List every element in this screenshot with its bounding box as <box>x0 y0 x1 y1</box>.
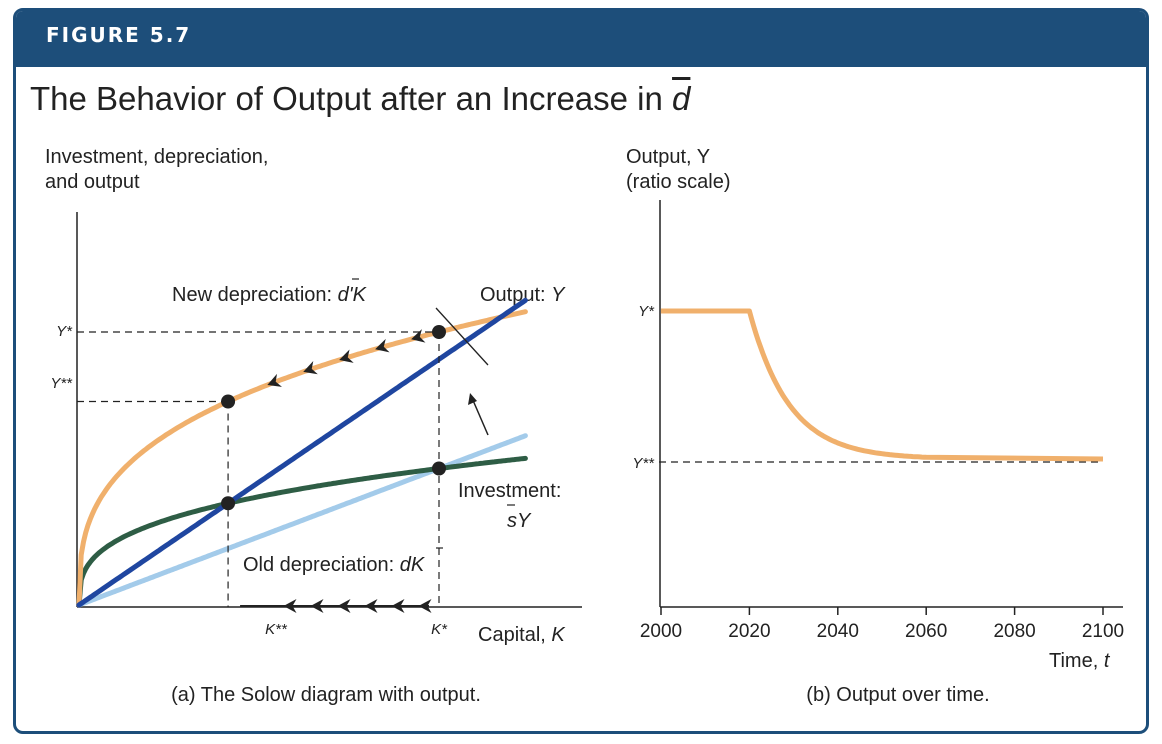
figure-banner: FIGURE 5.7 <box>16 11 1146 67</box>
panel-b-xtick-label: 2080 <box>993 621 1035 642</box>
panel-b-xlabel-symbol: t <box>1104 650 1111 672</box>
capital-path-arrow <box>391 599 405 613</box>
investment-curve <box>76 455 528 608</box>
capital-path-arrow <box>337 599 351 613</box>
panel-b-caption: (b) Output over time. <box>806 684 989 706</box>
panel-b-xtick-label: 2000 <box>640 621 682 642</box>
dot-old-output <box>432 325 446 339</box>
new-depreciation-label-symbol: d'K <box>338 284 368 306</box>
dot-old-steady-state <box>432 461 446 476</box>
dot-new-output <box>221 394 236 409</box>
panel-b-ytick-ystar: Y* <box>638 303 655 320</box>
new-depreciation-label: New depreciation: d'K <box>172 284 368 306</box>
old-depreciation-label: Old depreciation: dK <box>243 554 426 576</box>
output-path-arrow <box>411 329 426 343</box>
new-depreciation-line <box>76 297 528 608</box>
output-series-label-symbol: Y <box>551 284 566 306</box>
figure-title: The Behavior of Output after an Increase… <box>30 80 690 118</box>
panel-b-xtick-label: 2020 <box>728 621 770 642</box>
panel-b-xlabel: Time, t <box>1049 650 1111 672</box>
old-depreciation-label-text: Old depreciation: <box>243 554 400 576</box>
panel-b-ytick-ystarstar: Y** <box>632 455 655 472</box>
investment-label-line2: sY <box>507 510 532 532</box>
dot-new-steady-state <box>221 496 236 511</box>
panel-b-xtick-label: 2040 <box>817 621 859 642</box>
shift-arrow-line <box>471 397 489 436</box>
panel-a-caption: (a) The Solow diagram with output. <box>171 684 481 706</box>
capital-path-arrow <box>283 599 297 613</box>
output-series-label-text: Output: <box>480 284 551 306</box>
panel-a-plot <box>76 297 528 613</box>
panel-a-xtick-kstarstar: K** <box>265 621 288 638</box>
figure-title-text: The Behavior of Output after an Increase… <box>30 80 673 117</box>
output-over-time-line <box>661 308 1104 462</box>
output-series-label: Output: Y <box>480 284 566 306</box>
panel-b-plot: 2000 2020 2040 2060 2080 2100 <box>640 308 1124 642</box>
panel-b-ylabel-line1: Output, Y <box>626 146 710 168</box>
figure-frame: FIGURE 5.7 <box>13 8 1149 734</box>
output-path-arrow <box>339 349 354 363</box>
output-curve <box>76 309 528 608</box>
investment-label-line1: Investment: <box>458 480 561 502</box>
old-depreciation-label-symbol: dK <box>400 554 426 576</box>
panel-a-ytick-ystar: Y* <box>56 323 73 340</box>
panel-a-ylabel-line1: Investment, depreciation, <box>45 146 268 168</box>
capital-path-arrow <box>310 599 324 613</box>
panel-b-xtick-label: 2100 <box>1082 621 1124 642</box>
new-depreciation-label-text: New depreciation: <box>172 284 338 306</box>
new-depreciation-leader <box>435 307 489 366</box>
panel-a-xlabel-text: Capital, <box>478 624 551 646</box>
panel-a-xlabel-symbol: K <box>551 624 566 646</box>
capital-path-arrow <box>418 599 432 613</box>
figure-title-symbol: d <box>672 80 691 117</box>
shift-arrow-head <box>468 393 477 405</box>
panel-b-ylabel-line2: (ratio scale) <box>626 171 730 193</box>
panel-a-ylabel-line2: and output <box>45 171 140 193</box>
panel-a-xtick-kstar: K* <box>431 621 448 638</box>
figure-label: FIGURE 5.7 <box>46 23 192 47</box>
panel-b-xlabel-text: Time, <box>1049 650 1104 672</box>
output-path-arrow <box>303 361 318 375</box>
panel-a-xlabel: Capital, K <box>478 624 566 646</box>
panel-a-ytick-ystarstar: Y** <box>50 375 73 392</box>
old-depreciation-line <box>76 433 528 608</box>
capital-path-arrow <box>364 599 378 613</box>
output-path-arrow <box>375 338 390 353</box>
output-path-arrow <box>267 373 282 387</box>
panel-b-xtick-label: 2060 <box>905 621 947 642</box>
